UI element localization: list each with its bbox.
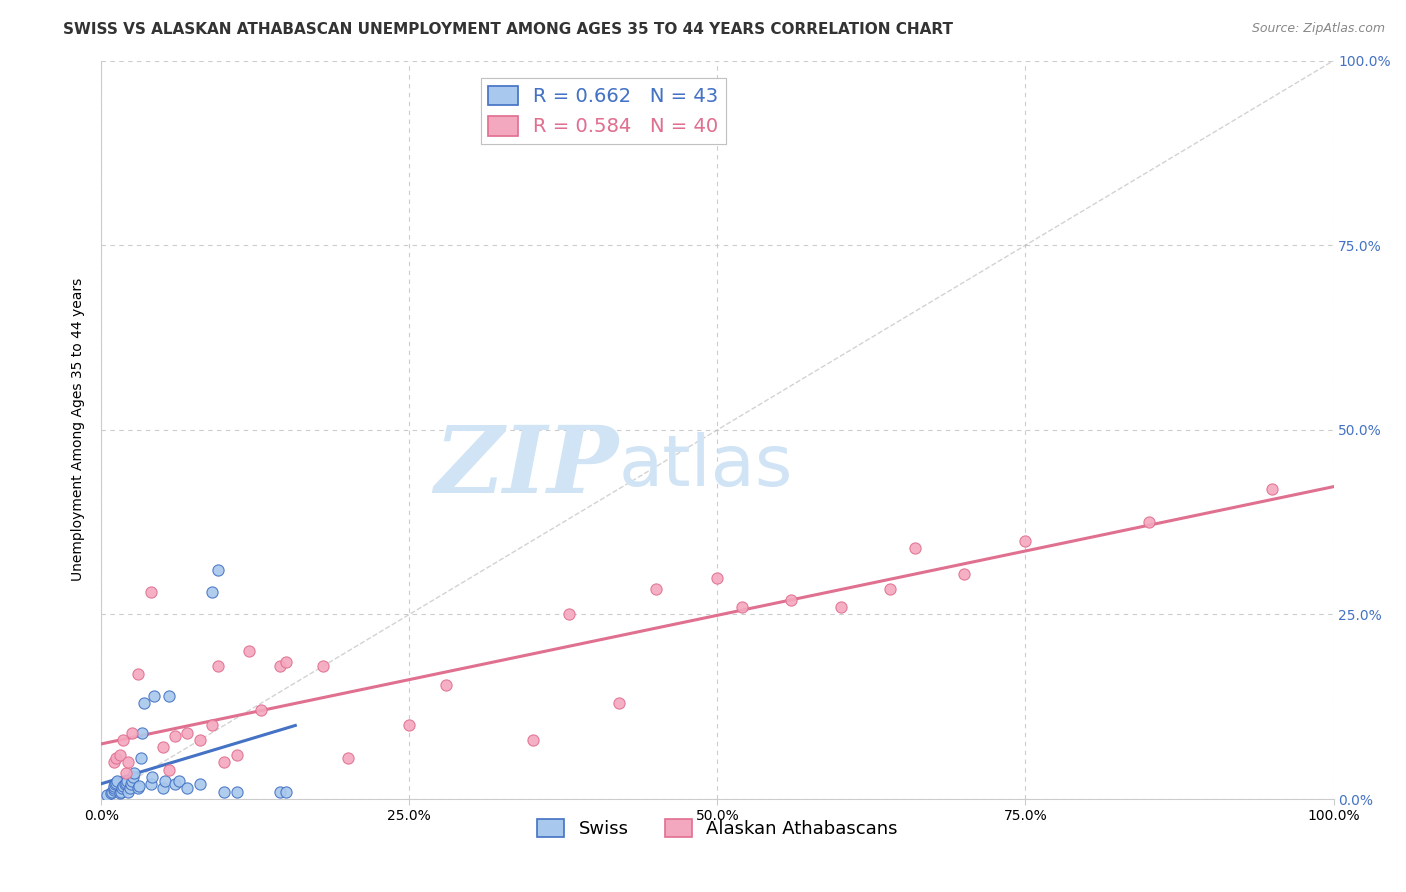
Point: [176, 725, 198, 739]
Point: [127, 666, 149, 681]
Point: [188, 777, 211, 791]
Point: [167, 773, 190, 788]
Point: [117, 785, 139, 799]
Point: [176, 780, 198, 795]
Point: [269, 785, 291, 799]
Point: [830, 600, 852, 615]
Point: [152, 740, 174, 755]
Point: [103, 755, 125, 769]
Point: [121, 725, 143, 739]
Point: [111, 780, 134, 795]
Point: [103, 779, 125, 793]
Point: [312, 659, 335, 673]
Point: [207, 659, 229, 673]
Point: [115, 776, 138, 790]
Point: [731, 600, 754, 615]
Point: [124, 766, 146, 780]
Point: [188, 733, 211, 747]
Point: [143, 689, 166, 703]
Point: [903, 541, 925, 555]
Point: [214, 755, 236, 769]
Point: [141, 770, 163, 784]
Point: [104, 777, 127, 791]
Point: [112, 779, 135, 793]
Point: [105, 776, 128, 790]
Point: [100, 786, 122, 800]
Text: Source: ZipAtlas.com: Source: ZipAtlas.com: [1251, 22, 1385, 36]
Point: [139, 777, 162, 791]
Point: [105, 751, 128, 765]
Point: [105, 773, 128, 788]
Point: [129, 751, 152, 765]
Point: [1137, 515, 1160, 529]
Point: [114, 777, 136, 791]
Point: [607, 696, 630, 710]
Point: [127, 780, 149, 795]
Y-axis label: Unemployment Among Ages 35 to 44 years: Unemployment Among Ages 35 to 44 years: [72, 278, 86, 582]
Point: [274, 656, 297, 670]
Point: [103, 783, 125, 797]
Point: [101, 785, 124, 799]
Point: [165, 777, 187, 791]
Point: [120, 777, 142, 791]
Point: [134, 696, 156, 710]
Point: [155, 773, 177, 788]
Point: [128, 779, 150, 793]
Point: [250, 703, 273, 717]
Point: [398, 718, 420, 732]
Point: [103, 780, 125, 795]
Point: [201, 585, 224, 599]
Point: [274, 785, 297, 799]
Point: [644, 582, 666, 596]
Point: [108, 747, 131, 762]
Point: [879, 582, 901, 596]
Point: [112, 733, 135, 747]
Point: [522, 733, 544, 747]
Point: [558, 607, 581, 622]
Point: [269, 659, 291, 673]
Text: atlas: atlas: [619, 433, 793, 501]
Point: [96, 789, 118, 803]
Point: [953, 566, 976, 581]
Point: [121, 773, 143, 788]
Point: [115, 773, 138, 788]
Point: [131, 725, 153, 739]
Legend: R = 0.662   N = 43, R = 0.584   N = 40: R = 0.662 N = 43, R = 0.584 N = 40: [481, 78, 725, 145]
Point: [110, 785, 132, 799]
Point: [1261, 482, 1284, 496]
Point: [122, 770, 145, 784]
Point: [1014, 533, 1036, 548]
Text: SWISS VS ALASKAN ATHABASCAN UNEMPLOYMENT AMONG AGES 35 TO 44 YEARS CORRELATION C: SWISS VS ALASKAN ATHABASCAN UNEMPLOYMENT…: [63, 22, 953, 37]
Point: [152, 780, 174, 795]
Point: [157, 689, 180, 703]
Point: [139, 585, 162, 599]
Point: [706, 570, 728, 584]
Point: [117, 755, 139, 769]
Point: [165, 729, 187, 743]
Point: [780, 592, 803, 607]
Point: [108, 786, 131, 800]
Point: [238, 644, 260, 658]
Point: [201, 718, 224, 732]
Text: ZIP: ZIP: [434, 422, 619, 512]
Point: [434, 677, 457, 691]
Point: [214, 785, 236, 799]
Point: [118, 780, 141, 795]
Point: [225, 785, 247, 799]
Point: [336, 751, 359, 765]
Point: [157, 763, 180, 777]
Point: [225, 747, 247, 762]
Point: [115, 766, 138, 780]
Point: [207, 563, 229, 577]
